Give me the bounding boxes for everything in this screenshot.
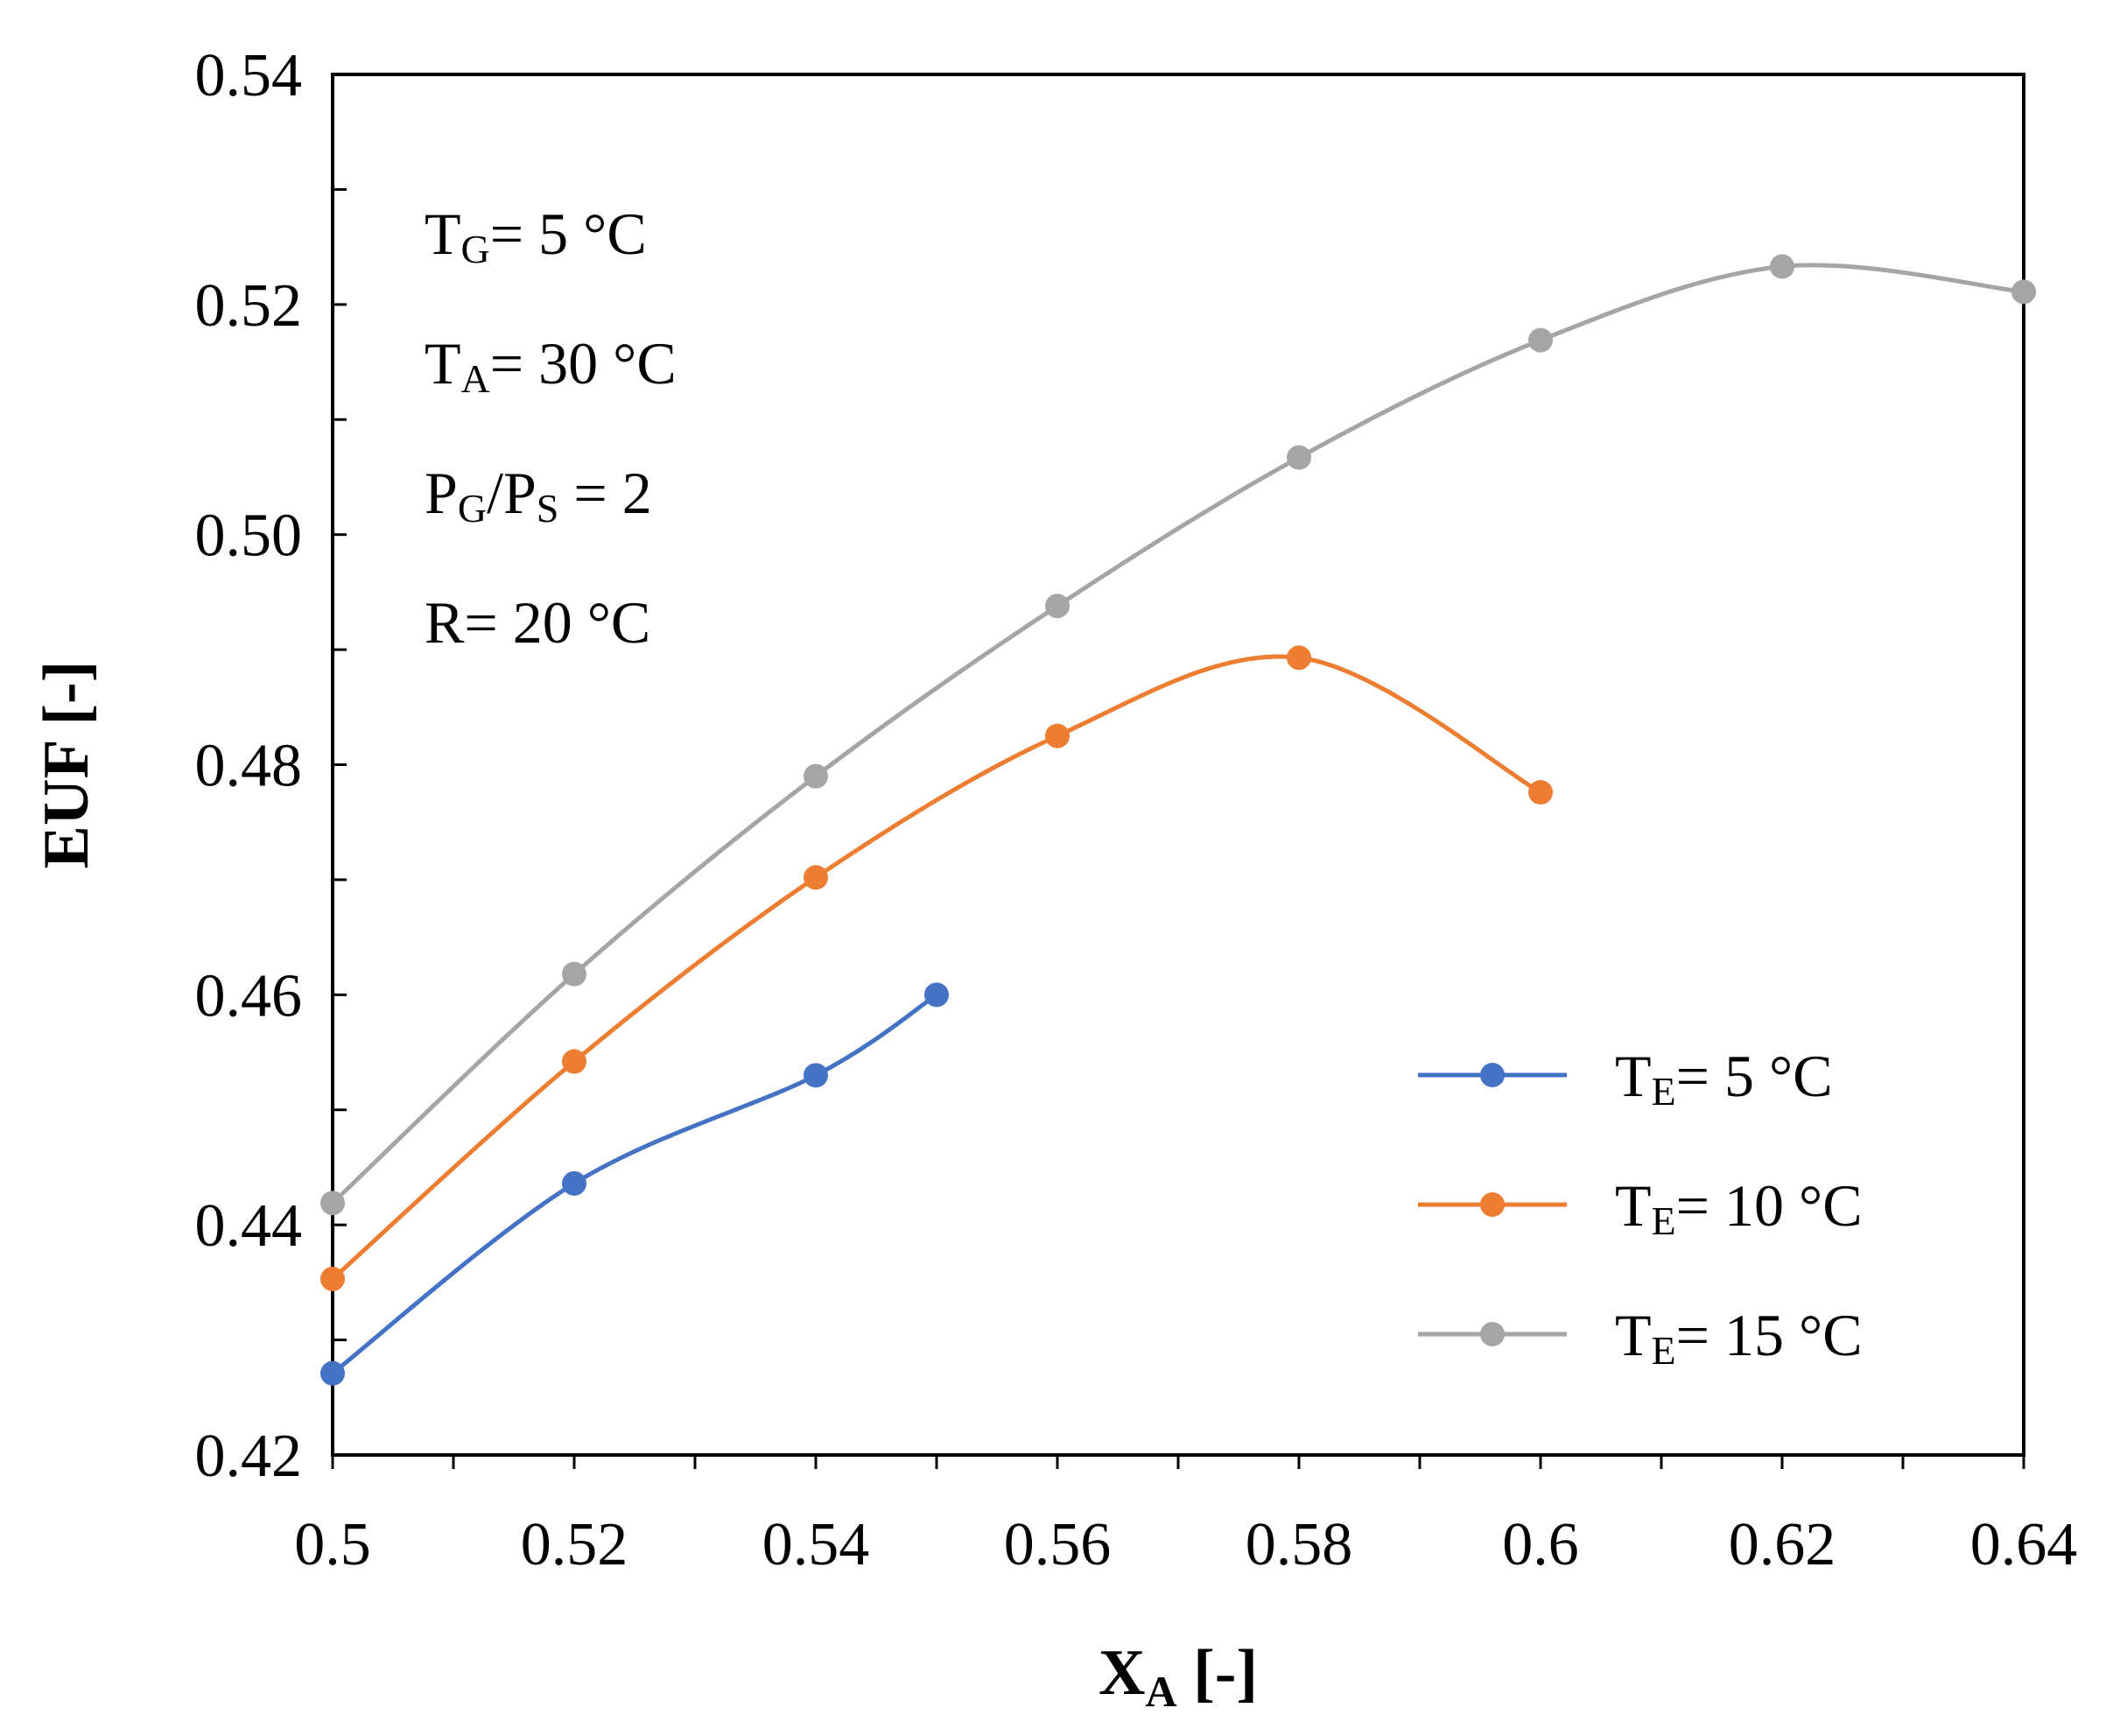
axis-titles: XA [-] EUF [-] — [31, 661, 1258, 1716]
x-tick-label: 0.52 — [521, 1511, 628, 1578]
data-point — [1045, 594, 1070, 619]
y-tick-label: 0.46 — [195, 962, 303, 1030]
data-point — [804, 763, 828, 789]
data-point — [1287, 645, 1311, 671]
x-tick-label: 0.58 — [1246, 1511, 1353, 1578]
data-point — [562, 961, 586, 987]
legend-item-3: TE= 15 °C — [1418, 1302, 1863, 1373]
legend-marker — [1480, 1192, 1505, 1217]
data-point — [804, 1063, 828, 1088]
y-tick-label: 0.52 — [195, 272, 303, 340]
data-point — [1770, 254, 1794, 279]
series-3 — [320, 254, 2036, 1216]
legend-item-2: TE= 10 °C — [1418, 1172, 1863, 1243]
data-point — [1528, 780, 1553, 805]
x-tick-label: 0.6 — [1502, 1511, 1579, 1578]
data-point — [320, 1266, 345, 1291]
series-2 — [320, 645, 1553, 1291]
legend-marker — [1480, 1063, 1505, 1087]
data-point — [562, 1049, 586, 1074]
y-tick-label: 0.44 — [195, 1192, 303, 1260]
data-point — [924, 982, 949, 1008]
data-point — [320, 1191, 345, 1216]
x-tick-label: 0.62 — [1729, 1511, 1836, 1578]
legend-item-1: TE= 5 °C — [1418, 1043, 1833, 1114]
legend-marker — [1480, 1322, 1505, 1346]
x-tick-label: 0.56 — [1004, 1511, 1112, 1578]
x-axis-title: XA [-] — [1099, 1637, 1258, 1716]
plot-area — [331, 73, 2025, 1457]
data-point — [320, 1360, 345, 1386]
annotation-layer: TG= 5 °C TA= 30 °C PG​/PS​ = 2 R= 20 °C — [425, 200, 677, 656]
annotation-text: TG= 5 °C — [425, 200, 647, 271]
y-axis: 0.42 0.44 0.46 0.48 0.50 0.52 0.54 — [195, 42, 347, 1490]
plot-frame — [331, 73, 2025, 1457]
data-point — [1528, 327, 1553, 353]
legend-label: TE= 5 °C — [1615, 1043, 1833, 1114]
data-point — [1287, 445, 1311, 470]
x-tick-label: 0.64 — [1970, 1511, 2078, 1578]
legend-label: TE= 15 °C — [1615, 1302, 1863, 1373]
y-tick-label: 0.48 — [195, 733, 303, 800]
annotation-text: R= 20 °C — [425, 589, 650, 656]
legend-label: TE= 10 °C — [1615, 1172, 1863, 1243]
y-axis-title: EUF [-] — [31, 661, 102, 869]
data-point — [804, 865, 828, 890]
y-tick-label: 0.54 — [195, 42, 303, 109]
annotation-text: PG​/PS​ = 2 — [425, 460, 652, 531]
x-tick-label: 0.5 — [294, 1511, 371, 1578]
series-layer — [320, 254, 2036, 1386]
series-line — [331, 993, 938, 1375]
data-point — [1045, 723, 1070, 749]
data-point — [562, 1170, 586, 1196]
legend: TE= 5 °C TE= 10 °C TE= 15 °C — [1418, 1043, 1863, 1373]
annotation-text: TA= 30 °C — [425, 330, 677, 401]
x-axis: 0.5 0.52 0.54 0.56 0.58 0.6 0.62 0.64 — [294, 1455, 2077, 1578]
data-point — [2011, 279, 2036, 305]
y-tick-label: 0.50 — [195, 503, 303, 570]
series-line — [331, 263, 2025, 1205]
y-tick-label: 0.42 — [195, 1423, 303, 1490]
series-line — [331, 654, 1542, 1281]
x-tick-label: 0.54 — [762, 1511, 870, 1578]
series-1 — [320, 982, 949, 1386]
